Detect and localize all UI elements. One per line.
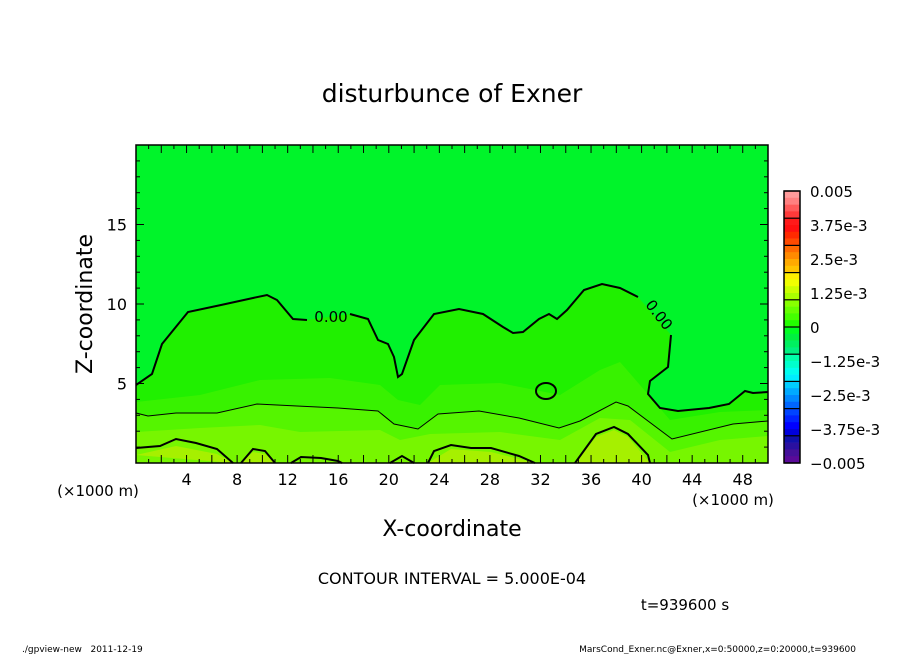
time-label: t=939600 s <box>641 596 729 614</box>
colorbar-cell <box>784 408 800 416</box>
colorbar-label: 2.5e-3 <box>810 251 858 269</box>
colorbar-cell <box>784 340 800 348</box>
x-tick-label: 24 <box>429 470 449 489</box>
colorbar-cell <box>784 354 800 362</box>
colorbar-cell <box>784 245 800 253</box>
contour-interval-text: CONTOUR INTERVAL = 5.000E-04 <box>318 569 586 588</box>
colorbar-cell <box>784 279 800 287</box>
colorbar-label: −0.005 <box>810 455 866 473</box>
colorbar-cell <box>784 367 800 375</box>
colorbar-cell <box>784 435 800 443</box>
contour-label: 0.00 <box>314 308 347 326</box>
plot-area: 0.00 0.00 <box>135 144 769 464</box>
colorbar-cell <box>784 225 800 233</box>
colorbar-cell <box>784 347 800 355</box>
contour-line-positive <box>389 454 415 464</box>
footer-right: MarsCond_Exner.nc@Exner,x=0:50000,z=0:20… <box>579 645 856 654</box>
fill-band-5 <box>136 430 650 463</box>
y-axis-label: Z-coordinate <box>73 234 98 374</box>
x-tick-label: 44 <box>682 470 702 489</box>
contour-line-zero <box>349 282 639 379</box>
contour-line-positive <box>574 425 651 464</box>
colorbar-cell <box>784 265 800 273</box>
x-tick-label: 12 <box>278 470 298 489</box>
colorbar-cell <box>784 327 800 335</box>
x-tick-label: 8 <box>232 470 242 489</box>
contour-line-positive <box>290 455 343 464</box>
colorbar-cell <box>784 293 800 301</box>
colorbar-cell <box>784 252 800 260</box>
colorbar-label: 1.25e-3 <box>810 285 868 303</box>
colorbar-label: 0.005 <box>810 183 853 201</box>
x-unit-right: (×1000 m) <box>692 491 774 509</box>
colorbar-cell <box>784 204 800 212</box>
colorbar-cell <box>784 381 800 389</box>
colorbar-cell <box>784 374 800 382</box>
colorbar-cell <box>784 191 800 199</box>
x-tick-label: 16 <box>328 470 348 489</box>
footer-left: ./gpview-new 2011-12-19 <box>22 645 143 654</box>
colorbar-frame <box>783 190 801 464</box>
colorbar-cell <box>784 306 800 314</box>
x-tick-label: 4 <box>181 470 191 489</box>
colorbar-cell <box>784 422 800 430</box>
colorbar-cell <box>784 218 800 226</box>
colorbar-label: 3.75e-3 <box>810 217 868 235</box>
y-tick-label: 10 <box>107 295 127 314</box>
colorbar-cell <box>784 231 800 239</box>
colorbar-cell <box>784 401 800 409</box>
colorbar-cell <box>784 388 800 396</box>
colorbar-cell <box>784 259 800 267</box>
colorbar-cell <box>784 395 800 403</box>
contour-line-positive <box>135 437 234 464</box>
contour-line-zero-loop <box>535 382 557 400</box>
y-tick-label: 5 <box>117 375 127 394</box>
x-tick-label: 28 <box>480 470 500 489</box>
colorbar-label: 0 <box>810 319 820 337</box>
x-tick-label: 48 <box>733 470 753 489</box>
colorbar-cell <box>784 361 800 369</box>
colorbar-cell <box>784 272 800 280</box>
colorbar-cell <box>784 333 800 341</box>
colorbar-cell <box>784 449 800 457</box>
colorbar-cell <box>784 442 800 450</box>
x-tick-label: 36 <box>581 470 601 489</box>
contour-line-zero <box>646 334 769 413</box>
chart-title: disturbunce of Exner <box>322 79 583 108</box>
x-tick-label: 20 <box>379 470 399 489</box>
colorbar-cell <box>784 415 800 423</box>
x-unit-left: (×1000 m) <box>57 482 139 500</box>
colorbar-label: −3.75e-3 <box>810 421 880 439</box>
colorbar-cell <box>784 238 800 246</box>
colorbar-cell <box>784 313 800 321</box>
contour-line-thin <box>135 401 769 440</box>
colorbar-label: −1.25e-3 <box>810 353 880 371</box>
colorbar-cell <box>784 197 800 205</box>
colorbar <box>783 190 801 464</box>
x-tick-label: 32 <box>530 470 550 489</box>
contour-line-zero <box>135 293 308 386</box>
colorbar-cell <box>784 456 800 464</box>
colorbar-cell <box>784 211 800 219</box>
colorbar-cell <box>784 299 800 307</box>
colorbar-label: −2.5e-3 <box>810 387 871 405</box>
x-tick-label: 40 <box>631 470 651 489</box>
y-tick-label: 15 <box>107 216 127 235</box>
plot-frame <box>135 144 769 464</box>
contour-line-positive <box>427 443 536 464</box>
contour-line-positive <box>240 447 276 464</box>
x-axis-label: X-coordinate <box>382 517 521 542</box>
colorbar-cell <box>784 320 800 328</box>
colorbar-cell <box>784 286 800 294</box>
colorbar-cell <box>784 429 800 437</box>
